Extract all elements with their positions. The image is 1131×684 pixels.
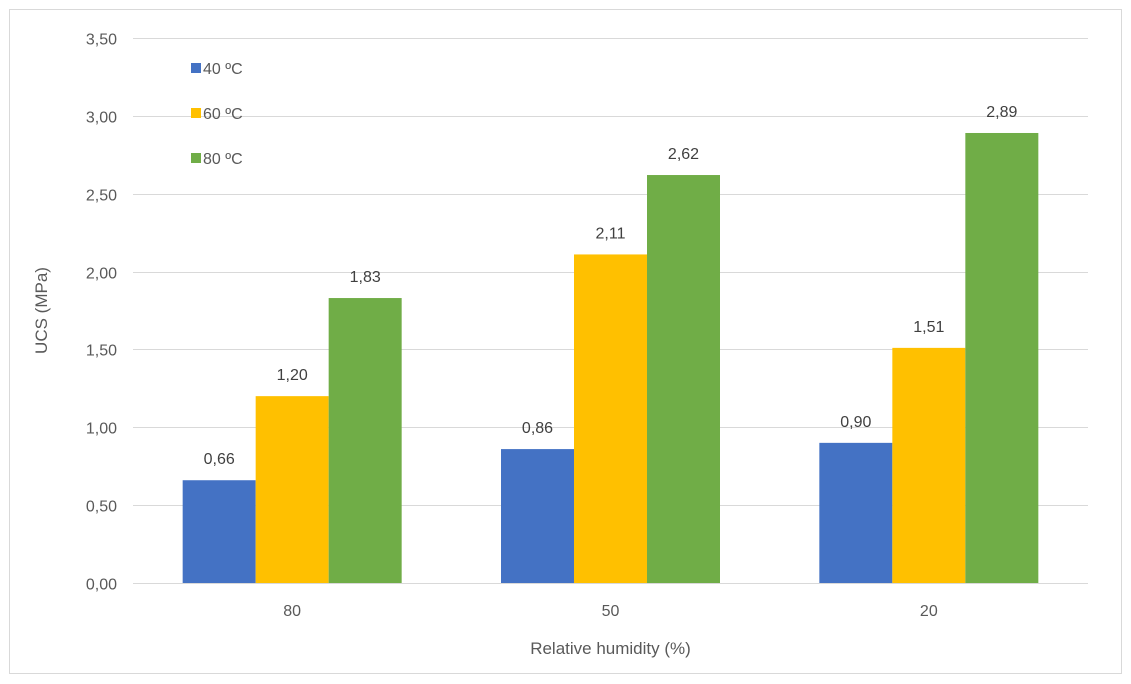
legend-swatch (191, 153, 201, 163)
y-tick-label: 3,50 (86, 32, 117, 49)
bar (647, 175, 720, 583)
data-label: 1,51 (913, 319, 944, 336)
y-tick-label: 2,00 (86, 266, 117, 283)
data-label: 0,66 (204, 451, 235, 468)
x-axis-ticks: 80 50 20 (283, 603, 938, 620)
y-tick-label: 3,00 (86, 110, 117, 127)
y-tick-label: 1,50 (86, 343, 117, 360)
legend: 40 ºC 60 ºC 80 ºC (191, 61, 243, 168)
data-labels: 0,66 1,20 1,83 0,86 2,11 2,62 0,90 1,51 2,89 (204, 104, 1018, 468)
y-axis-title: UCS (MPa) (32, 267, 51, 354)
y-tick-label: 0,50 (86, 499, 117, 516)
x-tick-label: 20 (920, 603, 938, 620)
data-label: 0,90 (840, 414, 871, 431)
data-label: 1,83 (350, 269, 381, 286)
legend-label: 40 ºC (203, 61, 243, 78)
bar (182, 480, 256, 583)
bar (574, 254, 647, 583)
x-axis-title: Relative humidity (%) (530, 639, 691, 658)
y-axis-ticks: 0,00 0,50 1,00 1,50 2,00 2,50 3,00 3,50 (86, 32, 117, 594)
data-label: 2,11 (596, 225, 626, 242)
y-tick-label: 0,00 (86, 577, 117, 594)
data-label: 2,89 (986, 104, 1017, 121)
chart-border (9, 9, 1122, 674)
bar (255, 396, 329, 583)
bar (328, 298, 402, 583)
bars (182, 132, 1039, 583)
y-tick-label: 1,00 (86, 421, 117, 438)
bar (501, 449, 574, 583)
legend-label: 60 ºC (203, 106, 243, 123)
bar (892, 347, 966, 583)
bar (819, 442, 893, 583)
legend-label: 80 ºC (203, 151, 243, 168)
x-tick-label: 80 (283, 603, 301, 620)
legend-swatch (191, 108, 201, 118)
data-label: 2,62 (668, 146, 699, 163)
bar (965, 132, 1039, 583)
legend-swatch (191, 63, 201, 73)
y-tick-label: 2,50 (86, 188, 117, 205)
data-label: 1,20 (277, 367, 308, 384)
x-tick-label: 50 (602, 603, 620, 620)
data-label: 0,86 (522, 420, 553, 437)
